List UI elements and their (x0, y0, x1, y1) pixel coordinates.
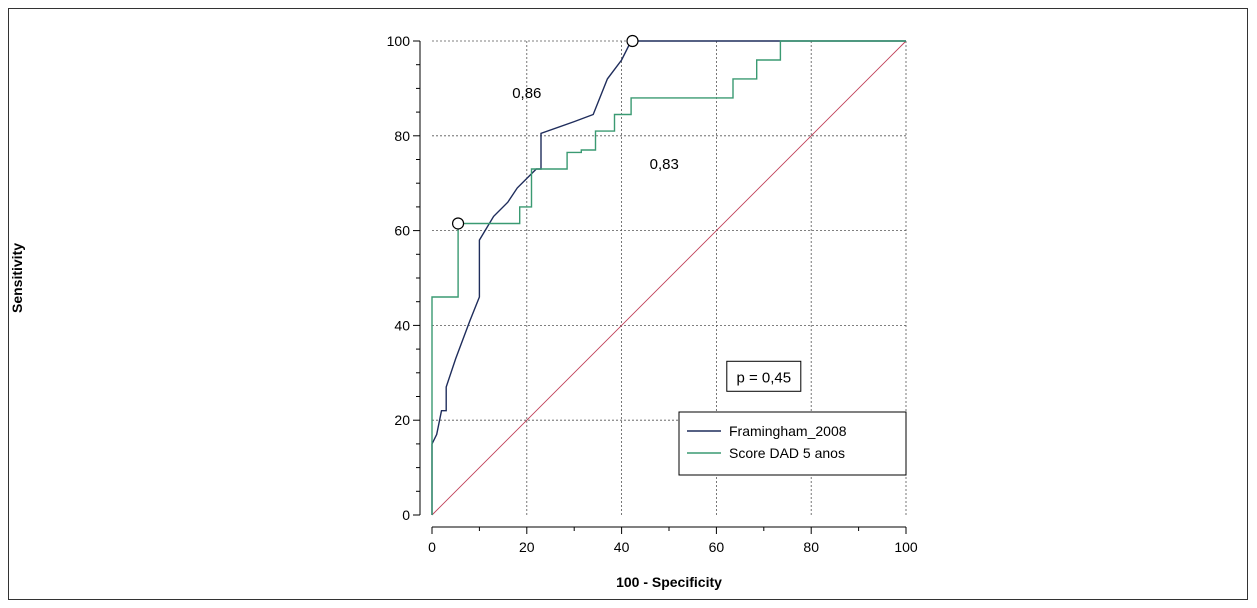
cutoff-marker (626, 34, 639, 48)
x-tick-label: 60 (709, 539, 725, 555)
markers (451, 34, 639, 230)
y-tick-label: 60 (394, 223, 410, 239)
series-line-2 (431, 40, 906, 515)
y-tick-label: 0 (402, 507, 410, 523)
x-tick-label: 100 (894, 539, 918, 555)
reference-diagonal-line (431, 40, 907, 516)
axes (413, 40, 907, 534)
auc-label-1: 0,86 (512, 85, 541, 102)
figure-frame (8, 8, 1248, 600)
x-axis-title: 100 - Specificity (616, 574, 722, 590)
y-tick-label: 100 (387, 33, 411, 49)
legend-label-2: Score DAD 5 anos (729, 445, 845, 461)
auc-label-2: 0,83 (650, 156, 679, 173)
annotations: 0,86 0,83 p = 0,45 (512, 85, 802, 392)
legend-label-1: Framingham_2008 (729, 423, 847, 439)
tick-labels: 0 20 40 60 80 100 0 20 40 60 80 100 (387, 33, 918, 555)
series-layer (431, 40, 906, 515)
x-tick-label: 80 (803, 539, 819, 555)
x-tick-label: 40 (614, 539, 630, 555)
y-tick-label: 20 (394, 412, 410, 428)
series-line-1 (431, 40, 906, 515)
reference-line-layer (431, 40, 907, 516)
x-tick-label: 20 (519, 539, 535, 555)
y-tick-label: 80 (394, 128, 410, 144)
legend: Framingham_2008 Score DAD 5 anos (678, 411, 907, 476)
x-tick-label: 0 (428, 539, 436, 555)
y-tick-label: 40 (394, 317, 410, 333)
p-value-label: p = 0,45 (736, 369, 791, 386)
cutoff-marker (451, 217, 465, 230)
y-axis-title: Sensitivity (9, 243, 25, 313)
p-value-box (726, 360, 802, 392)
legend-box (678, 411, 907, 476)
